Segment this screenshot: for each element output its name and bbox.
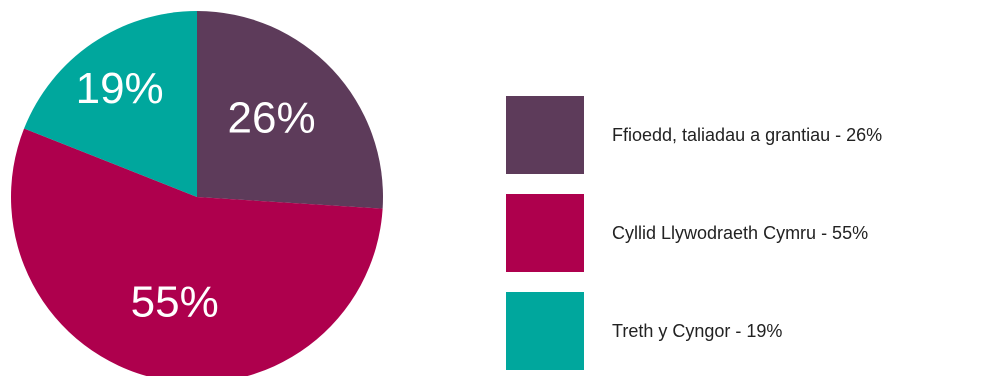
legend-swatch-welsh-government xyxy=(506,194,584,272)
legend-label-fees: Ffioedd, taliadau a grantiau - 26% xyxy=(612,125,883,145)
data-label-fees: 26% xyxy=(228,94,316,143)
pie-slice-council-tax xyxy=(24,11,198,197)
legend-swatch-council-tax xyxy=(506,292,584,370)
legend-item-welsh-government: Cyllid Llywodraeth Cymru - 55% xyxy=(506,194,976,272)
pie-slice-welsh-government xyxy=(11,128,383,376)
pie-data-labels: 26% 55% 19% xyxy=(76,64,316,327)
legend-label-welsh-government: Cyllid Llywodraeth Cymru - 55% xyxy=(612,223,869,243)
legend-label-council-tax: Treth y Cyngor - 19% xyxy=(612,321,783,341)
legend-item-council-tax: Treth y Cyngor - 19% xyxy=(506,292,976,370)
legend-item-fees: Ffioedd, taliadau a grantiau - 26% xyxy=(506,96,976,174)
legend-swatch-fees xyxy=(506,96,584,174)
pie-slices xyxy=(11,11,383,376)
pie-slice-fees xyxy=(197,11,383,209)
data-label-council-tax: 19% xyxy=(76,64,164,113)
data-label-welsh-government: 55% xyxy=(131,277,219,326)
